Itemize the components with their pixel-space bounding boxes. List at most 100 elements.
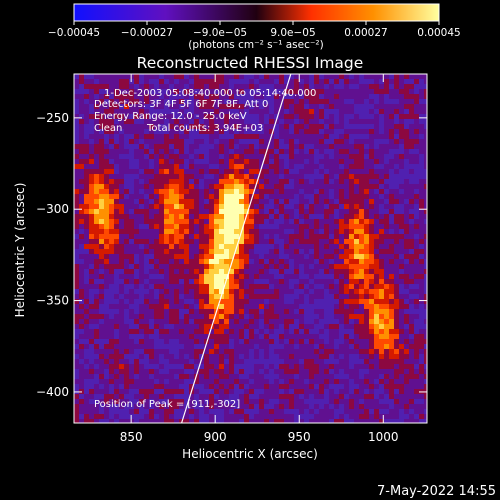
heatmap-cell <box>124 219 129 224</box>
heatmap-cell <box>174 344 179 349</box>
heatmap-cell <box>109 104 114 109</box>
heatmap-cell <box>344 329 349 334</box>
heatmap-cell <box>379 104 384 109</box>
heatmap-cell <box>384 99 389 104</box>
heatmap-cell <box>379 214 384 219</box>
heatmap-cell <box>209 299 214 304</box>
heatmap-cell <box>319 259 324 264</box>
heatmap-cell <box>279 164 284 169</box>
heatmap-cell <box>129 239 134 244</box>
heatmap-cell <box>274 114 279 119</box>
heatmap-cell <box>309 139 314 144</box>
heatmap-cell <box>84 324 89 329</box>
heatmap-cell <box>304 319 309 324</box>
heatmap-cell <box>109 184 114 189</box>
heatmap-cell <box>159 119 164 124</box>
heatmap-cell <box>214 139 219 144</box>
heatmap-cell <box>149 134 154 139</box>
heatmap-cell <box>194 419 199 423</box>
heatmap-cell <box>389 334 394 339</box>
heatmap-cell <box>224 199 229 204</box>
heatmap-cell <box>149 319 154 324</box>
heatmap-cell <box>424 134 427 139</box>
heatmap-cell <box>229 204 234 209</box>
heatmap-cell <box>79 374 84 379</box>
heatmap-cell <box>94 169 99 174</box>
heatmap-cell <box>299 369 304 374</box>
heatmap-cell <box>424 84 427 89</box>
heatmap-cell <box>354 164 359 169</box>
heatmap-cell <box>399 274 404 279</box>
heatmap-cell <box>344 244 349 249</box>
heatmap-cell <box>389 114 394 119</box>
heatmap-cell <box>369 394 374 399</box>
heatmap-cell <box>124 164 129 169</box>
heatmap-cell <box>289 244 294 249</box>
heatmap-cell <box>334 284 339 289</box>
heatmap-cell <box>134 74 139 79</box>
heatmap-cell <box>344 239 349 244</box>
heatmap-cell <box>99 414 104 419</box>
heatmap-cell <box>139 284 144 289</box>
heatmap-cell <box>229 334 234 339</box>
heatmap-cell <box>279 334 284 339</box>
heatmap-cell <box>194 99 199 104</box>
heatmap-cell <box>329 114 334 119</box>
heatmap-cell <box>269 409 274 414</box>
heatmap-cell <box>94 174 99 179</box>
heatmap-cell <box>419 164 424 169</box>
heatmap-cell <box>269 254 274 259</box>
heatmap-cell <box>344 419 349 423</box>
heatmap-cell <box>169 104 174 109</box>
heatmap-cell <box>199 274 204 279</box>
heatmap-cell <box>334 344 339 349</box>
heatmap-cell <box>109 294 114 299</box>
heatmap-cell <box>84 379 89 384</box>
heatmap-cell <box>339 309 344 314</box>
heatmap-cell <box>369 159 374 164</box>
heatmap-cell <box>179 309 184 314</box>
heatmap-cell <box>234 179 239 184</box>
heatmap-cell <box>319 359 324 364</box>
heatmap-cell <box>234 154 239 159</box>
heatmap-cell <box>314 214 319 219</box>
heatmap-cell <box>84 344 89 349</box>
heatmap-cell <box>169 309 174 314</box>
heatmap-cell <box>274 79 279 84</box>
heatmap-cell <box>139 89 144 94</box>
heatmap-cell <box>334 179 339 184</box>
heatmap-cell <box>349 274 354 279</box>
heatmap-cell <box>369 219 374 224</box>
heatmap-cell <box>364 419 369 423</box>
heatmap-cell <box>214 349 219 354</box>
heatmap-cell <box>359 414 364 419</box>
heatmap-cell <box>309 104 314 109</box>
heatmap-cell <box>139 274 144 279</box>
heatmap-cell <box>244 354 249 359</box>
heatmap-cell <box>254 399 259 404</box>
heatmap-cell <box>144 169 149 174</box>
heatmap-cell <box>374 204 379 209</box>
heatmap-cell <box>239 299 244 304</box>
heatmap-cell <box>279 374 284 379</box>
heatmap-cell <box>389 249 394 254</box>
heatmap-cell <box>99 384 104 389</box>
heatmap-cell <box>154 334 159 339</box>
heatmap-cell <box>289 249 294 254</box>
heatmap-cell <box>244 364 249 369</box>
heatmap-cell <box>109 154 114 159</box>
heatmap-cell <box>384 164 389 169</box>
heatmap-cell <box>409 109 414 114</box>
heatmap-cell <box>314 299 319 304</box>
heatmap-cell <box>324 144 329 149</box>
heatmap-cell <box>404 94 409 99</box>
heatmap-cell <box>104 259 109 264</box>
heatmap-cell <box>419 114 424 119</box>
heatmap-cell <box>204 194 209 199</box>
heatmap-cell <box>384 374 389 379</box>
heatmap-cell <box>274 319 279 324</box>
heatmap-cell <box>144 129 149 134</box>
heatmap-cell <box>424 89 427 94</box>
heatmap-cell <box>424 224 427 229</box>
heatmap-cell <box>194 279 199 284</box>
